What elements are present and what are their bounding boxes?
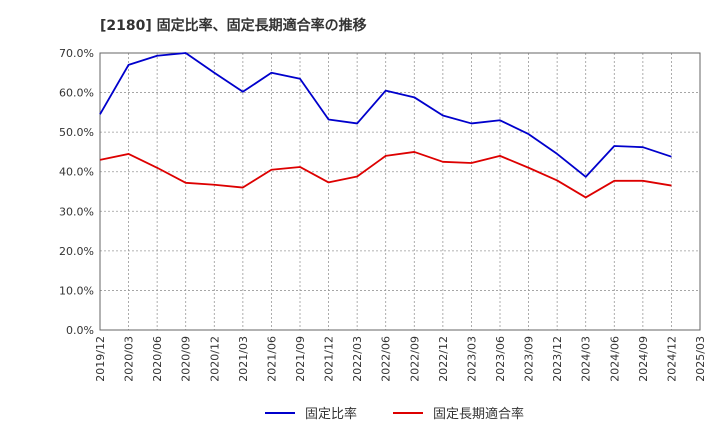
x-axis-ticks: 2019/12 2020/03 2020/06 2020/09 2020/12 2021/… xyxy=(94,336,707,382)
x-tick-label: 2022/12 xyxy=(437,336,450,382)
x-tick-label: 2023/03 xyxy=(465,336,478,382)
x-tick-label: 2025/03 xyxy=(694,336,707,382)
x-tick-label: 2023/06 xyxy=(494,336,507,382)
x-tick-label: 2020/03 xyxy=(123,336,136,382)
x-tick-label: 2024/06 xyxy=(608,336,621,382)
y-tick-label: 70.0% xyxy=(59,47,94,60)
x-tick-label: 2024/03 xyxy=(580,336,593,382)
y-tick-label: 50.0% xyxy=(59,126,94,139)
chart-title: [2180] 固定比率、固定長期適合率の推移 xyxy=(100,17,367,34)
y-tick-label: 0.0% xyxy=(66,324,94,337)
x-tick-label: 2021/03 xyxy=(237,336,250,382)
legend-label-1: 固定比率 xyxy=(305,406,357,422)
x-tick-label: 2020/12 xyxy=(208,336,221,382)
series-line-2 xyxy=(99,151,672,199)
y-tick-label: 60.0% xyxy=(59,87,94,100)
y-tick-label: 40.0% xyxy=(59,166,94,179)
x-tick-label: 2020/09 xyxy=(180,336,193,382)
legend-label-2: 固定長期適合率 xyxy=(433,406,524,422)
x-tick-label: 2022/06 xyxy=(380,336,393,382)
plot-frame xyxy=(99,52,701,331)
grid-lines xyxy=(99,52,701,331)
y-tick-label: 10.0% xyxy=(59,284,94,297)
x-tick-label: 2020/06 xyxy=(151,336,164,382)
legend: 固定比率 固定長期適合率 xyxy=(265,406,524,422)
y-tick-label: 20.0% xyxy=(59,245,94,258)
x-tick-label: 2022/09 xyxy=(408,336,421,382)
x-tick-label: 2024/12 xyxy=(665,336,678,382)
x-tick-label: 2023/09 xyxy=(523,336,536,382)
y-tick-label: 30.0% xyxy=(59,205,94,218)
x-tick-label: 2019/12 xyxy=(94,336,107,382)
x-tick-label: 2022/03 xyxy=(351,336,364,382)
x-tick-label: 2021/09 xyxy=(294,336,307,382)
x-tick-label: 2021/06 xyxy=(265,336,278,382)
series-lines xyxy=(99,52,672,199)
x-tick-label: 2021/12 xyxy=(323,336,336,382)
x-tick-label: 2024/09 xyxy=(637,336,650,382)
x-tick-label: 2023/12 xyxy=(551,336,564,382)
y-axis-ticks: 0.0% 10.0% 20.0% 30.0% 40.0% 50.0% 60.0% 70.0% xyxy=(59,47,94,337)
series-line-1 xyxy=(99,52,672,178)
